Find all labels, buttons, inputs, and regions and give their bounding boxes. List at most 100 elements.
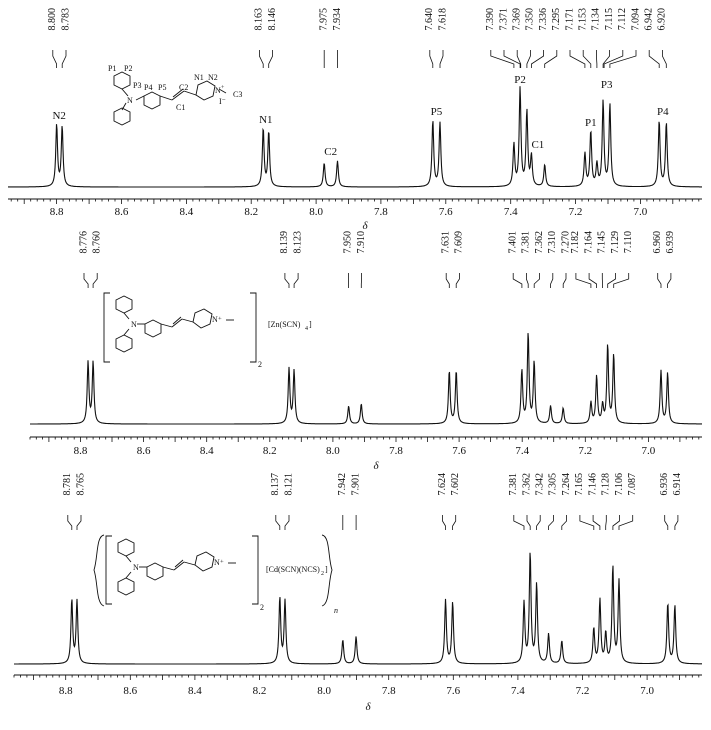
peak-point [550,405,551,406]
peak-point [613,355,614,356]
peak-shift-label: 7.164 [583,231,594,254]
peak-point [584,153,585,154]
atom-label-p2: P2 [124,64,132,73]
x-tick-label: 7.8 [374,206,388,218]
peak-point [513,144,514,145]
spectrum-trace [30,333,702,425]
peak-shift-label: 8.163 [254,8,265,31]
peak-point [88,362,89,363]
peak-shift-label: 7.087 [627,473,638,496]
peak-point [445,600,446,601]
peak-shift-label: 7.129 [610,231,621,254]
atom-label-c1: C1 [176,103,185,112]
peak-shift-label: 7.094 [630,8,641,31]
peak-point [337,160,338,161]
atom-label-n-amine: N [127,96,133,105]
peak-connector [490,50,515,68]
peak-shift-label: 7.381 [508,473,519,496]
peak-shift-label: 7.950 [343,231,354,254]
subscript-label-3: 2 [260,603,264,612]
peak-connector [268,50,273,68]
peak-shift-label: 7.295 [551,8,562,31]
peak-connector [596,50,598,68]
peak-point [449,370,450,371]
peak-shift-label: 8.800 [47,8,58,31]
peak-assignment-label: P5 [431,106,443,118]
peak-point [590,131,591,132]
x-tick-label: 8.2 [253,685,267,697]
atom-label-n1: N1 [194,73,204,82]
peak-point [93,362,94,363]
peak-point [348,405,349,406]
peak-connector [452,515,457,530]
spectrum-trace [8,86,702,188]
peak-point [599,600,600,601]
peak-point [62,126,63,127]
peak-point [603,101,604,102]
x-tick-label: 7.0 [634,206,648,218]
peak-shift-label: 7.115 [604,8,615,30]
polymer-n-label: n [334,606,338,615]
peak-connector [83,273,89,288]
peak-connector [575,273,592,288]
atom-label-p3: P3 [133,81,141,90]
peak-point [607,345,608,346]
peak-connector [512,273,523,288]
peak-connector [92,273,98,288]
peak-connector [544,50,558,68]
peak-connector [609,50,637,68]
structure-labels-2: N N⁺ 2 [Zn(SCN) 4 ] [131,315,312,369]
peak-point [667,603,668,604]
peak-shift-label: 8.121 [283,473,294,496]
peak-shift-label: 7.106 [614,473,625,496]
anion-subscript-3: 2 [321,571,324,577]
x-tick-label: 7.0 [640,685,654,697]
peak-point [284,601,285,602]
peak-shift-label: 7.270 [560,231,571,254]
x-tick-label: 8.4 [200,445,214,457]
peak-shift-label: 7.624 [437,473,448,496]
peak-point [526,111,527,112]
x-tick-label: 7.2 [578,445,592,457]
peak-shift-label: 7.362 [534,231,545,254]
peak-connector [275,515,281,530]
x-axis-label: δ [365,701,371,713]
peak-point [544,164,545,165]
peak-shift-label: 7.165 [574,473,585,496]
peak-connector [503,50,521,68]
peak-shift-label: 8.760 [91,231,102,254]
subscript-label-2: 2 [258,360,262,369]
peak-shift-label: 6.942 [643,8,654,31]
peak-shift-label: 6.920 [657,8,668,31]
peak-assignment-label: P2 [514,74,526,86]
peak-shift-label: 7.145 [597,231,608,254]
peak-point [659,120,660,121]
anion-subscript-2: 4 [305,326,308,332]
peak-connector [76,515,82,530]
peak-shift-label: 7.910 [356,231,367,254]
peak-connector [61,50,67,68]
peak-connector [439,50,444,68]
peak-connector [582,50,592,68]
peak-point [536,584,537,585]
peak-connector [52,50,57,68]
x-axis-label: δ [362,220,368,232]
peak-shift-label: 7.310 [547,231,558,254]
peak-shift-label: 7.146 [587,473,598,496]
peak-shift-label: 7.112 [617,8,628,30]
peak-point [361,403,362,404]
peak-connector [674,515,679,530]
peak-point [520,88,521,89]
peak-point [56,124,57,125]
peak-shift-label: 7.618 [437,8,448,31]
peak-shift-label: 8.783 [60,8,71,31]
peak-point [456,370,457,371]
peak-connector [533,273,540,288]
peak-point [268,131,269,132]
x-tick-label: 7.2 [569,206,583,218]
atom-label-c3: C3 [233,90,242,99]
peak-shift-label: 7.640 [424,8,435,31]
atom-label-p1: P1 [108,64,116,73]
charge-label: + [221,85,225,91]
peak-point [531,156,532,157]
